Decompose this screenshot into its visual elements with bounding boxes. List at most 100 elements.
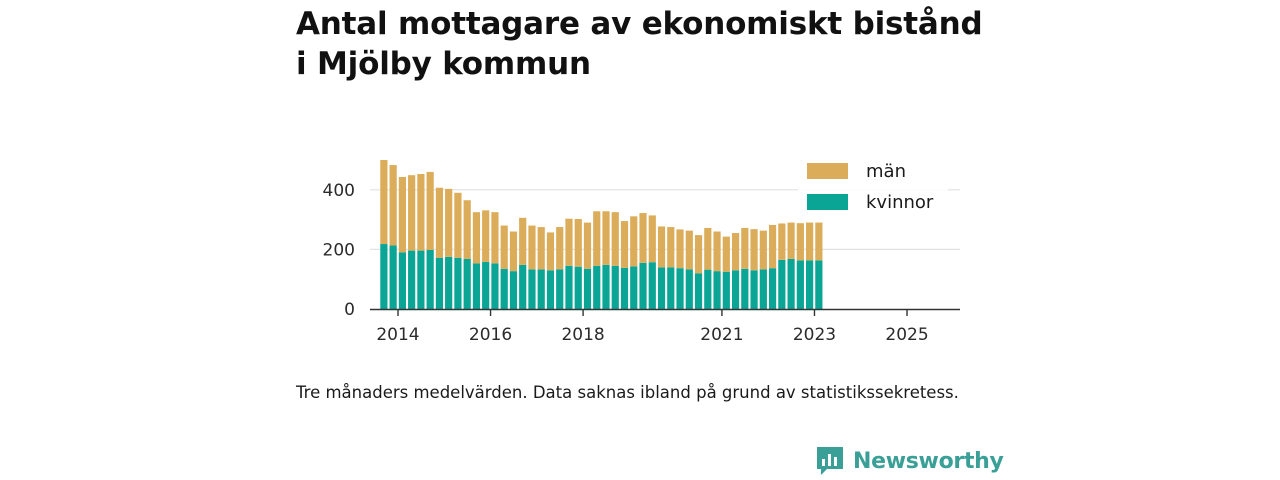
- bar-man: [445, 188, 453, 257]
- bar-man: [667, 227, 675, 268]
- bar-man: [768, 224, 777, 269]
- bar-man: [583, 222, 592, 269]
- bar-kvinnor: [741, 268, 749, 309]
- bar-kvinnor: [620, 267, 629, 309]
- bar-man: [620, 221, 629, 268]
- bar-kvinnor: [676, 268, 684, 309]
- legend: män kvinnor: [798, 156, 948, 216]
- bar-man: [630, 216, 638, 267]
- bar-man: [519, 217, 527, 265]
- bar-kvinnor: [435, 257, 444, 309]
- bar-man: [426, 171, 434, 250]
- bar-man: [398, 176, 406, 253]
- bar-man: [759, 230, 767, 270]
- chart-title: Antal mottagare av ekonomiskt bistånd i …: [296, 4, 1016, 84]
- bar-kvinnor: [398, 252, 406, 309]
- bar-kvinnor: [408, 250, 416, 309]
- x-tick-label: 2021: [700, 325, 743, 345]
- bar-kvinnor: [445, 256, 453, 309]
- bar-man: [806, 222, 814, 261]
- bar-kvinnor: [611, 265, 619, 309]
- bar-man: [704, 227, 712, 270]
- bar-man: [694, 235, 703, 274]
- bar-kvinnor: [750, 270, 758, 309]
- bar-kvinnor: [648, 262, 656, 309]
- bar-kvinnor: [500, 268, 508, 309]
- bar-man: [435, 187, 444, 258]
- newsworthy-logo: Newsworthy: [815, 445, 1004, 477]
- bar-kvinnor: [546, 270, 555, 309]
- bar-kvinnor: [528, 269, 536, 309]
- bar-man: [556, 227, 564, 270]
- bar-kvinnor: [380, 244, 388, 309]
- bar-man: [778, 223, 786, 260]
- chart-title-line-1: Antal mottagare av ekonomiskt bistånd: [296, 6, 983, 42]
- bar-kvinnor: [694, 273, 703, 309]
- bar-man: [722, 236, 730, 272]
- bar-kvinnor: [556, 269, 564, 309]
- bars: [380, 160, 823, 309]
- bar-man: [389, 165, 397, 246]
- bar-kvinnor: [778, 259, 786, 309]
- bar-kvinnor: [583, 268, 592, 309]
- bar-man: [565, 218, 573, 266]
- bar-man: [491, 212, 499, 264]
- bar-man: [815, 222, 823, 261]
- bar-man: [454, 192, 462, 258]
- legend-swatch: [807, 194, 848, 210]
- bar-kvinnor: [482, 261, 490, 309]
- bar-kvinnor: [454, 257, 462, 309]
- x-tick-label: 2025: [885, 325, 928, 345]
- bar-man: [731, 233, 740, 271]
- bar-kvinnor: [519, 264, 527, 309]
- bar-kvinnor: [685, 269, 693, 309]
- bar-man: [380, 160, 388, 245]
- bar-kvinnor: [815, 260, 823, 309]
- bar-man: [713, 231, 721, 272]
- y-tick-label: 400: [323, 181, 355, 201]
- bar-kvinnor: [713, 271, 721, 309]
- bar-kvinnor: [509, 271, 518, 309]
- bar-man: [417, 174, 425, 251]
- bar-kvinnor: [667, 267, 675, 309]
- bar-man: [602, 211, 610, 265]
- legend-label: män: [866, 161, 906, 182]
- bar-kvinnor: [787, 258, 795, 309]
- bar-man: [657, 226, 666, 268]
- bar-kvinnor: [417, 250, 425, 309]
- bar-kvinnor: [639, 262, 647, 309]
- bar-kvinnor: [593, 265, 601, 309]
- bar-kvinnor: [389, 245, 397, 309]
- bar-man: [408, 175, 416, 251]
- bar-kvinnor: [806, 260, 814, 309]
- chart-title-line-2: i Mjölby kommun: [296, 46, 591, 82]
- bar-kvinnor: [491, 263, 499, 309]
- bar-man: [574, 219, 582, 267]
- bar-kvinnor: [574, 266, 582, 309]
- newsworthy-logo-icon: [817, 447, 843, 475]
- bar-kvinnor: [731, 270, 740, 309]
- x-tick-label: 2023: [793, 325, 836, 345]
- bar-kvinnor: [759, 269, 767, 309]
- bar-kvinnor: [704, 269, 712, 309]
- bar-man: [500, 225, 508, 269]
- legend-swatch: [807, 163, 848, 179]
- x-tick-label: 2018: [561, 325, 604, 345]
- bar-kvinnor: [768, 268, 777, 309]
- bar-man: [787, 222, 795, 259]
- bar-man: [796, 223, 804, 261]
- bar-kvinnor: [463, 258, 471, 309]
- brand-name: Newsworthy: [853, 448, 1004, 474]
- bar-kvinnor: [472, 263, 481, 309]
- legend-label: kvinnor: [866, 192, 934, 213]
- bar-kvinnor: [565, 265, 573, 309]
- x-tick-label: 2014: [376, 325, 419, 345]
- bar-kvinnor: [426, 249, 434, 309]
- bar-man: [537, 227, 545, 270]
- bar-kvinnor: [722, 271, 730, 309]
- bar-kvinnor: [602, 264, 610, 309]
- bar-man: [639, 213, 647, 263]
- bar-man: [472, 212, 481, 264]
- bar-man: [546, 232, 555, 271]
